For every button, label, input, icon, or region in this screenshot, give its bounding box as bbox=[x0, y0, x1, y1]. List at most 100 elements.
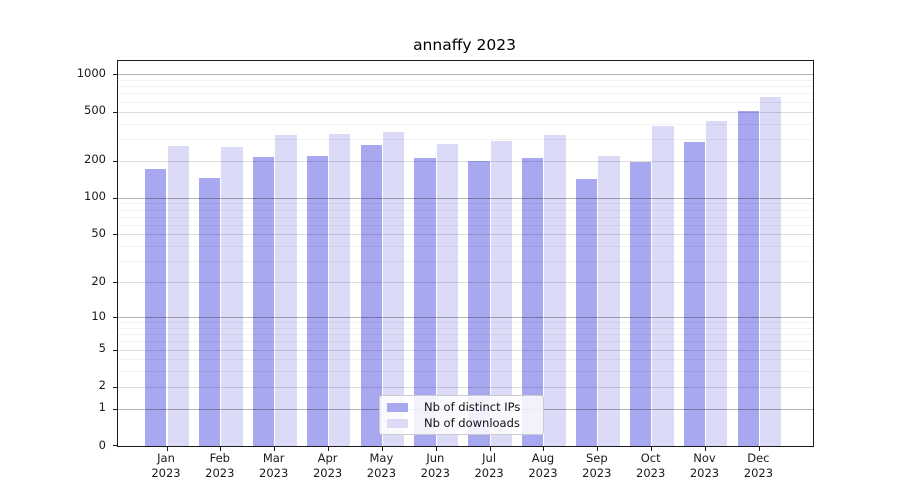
x-tick-label-aug-2023: Aug 2023 bbox=[513, 451, 573, 481]
y-tick-mark-1 bbox=[113, 408, 117, 410]
bar-nb-of-distinct-ips-may-2023 bbox=[360, 145, 382, 446]
x-tick-year: 2023 bbox=[420, 466, 450, 480]
legend-label-distinct-ips: Nb of distinct IPs bbox=[424, 400, 521, 414]
bar-nb-of-downloads-jun-2023 bbox=[436, 144, 459, 446]
x-tick-year: 2023 bbox=[528, 466, 558, 480]
x-tick-label-may-2023: May 2023 bbox=[351, 451, 411, 481]
x-tick-mark-apr bbox=[328, 447, 330, 451]
x-tick-year: 2023 bbox=[366, 466, 397, 480]
x-tick-mark-nov bbox=[705, 447, 706, 451]
x-tick-year: 2023 bbox=[474, 466, 504, 480]
x-tick-year: 2023 bbox=[743, 466, 774, 480]
x-tick-mark-dec bbox=[758, 447, 760, 451]
bar-nb-of-downloads-jul-2023 bbox=[490, 141, 512, 446]
bar-nb-of-distinct-ips-mar-2023 bbox=[252, 156, 275, 446]
y-tick-mark-2 bbox=[113, 386, 117, 388]
x-tick-month: Jun bbox=[426, 451, 445, 465]
x-tick-label-nov-2023: Nov 2023 bbox=[675, 451, 735, 481]
bars-layer bbox=[118, 61, 813, 446]
y-tick-label-10: 10 bbox=[91, 308, 106, 323]
y-tick-label-200: 200 bbox=[84, 152, 106, 167]
y-tick-label-500: 500 bbox=[84, 103, 106, 117]
x-tick-month: Apr bbox=[317, 451, 338, 465]
x-tick-label-feb-2023: Feb 2023 bbox=[190, 451, 250, 481]
legend-item-distinct-ips: Nb of distinct IPs bbox=[387, 400, 537, 414]
x-tick-mark-jul bbox=[489, 447, 491, 451]
bar-nb-of-downloads-sep-2023 bbox=[598, 156, 620, 446]
y-tick-label-50: 50 bbox=[91, 225, 106, 240]
y-tick-label-20: 20 bbox=[91, 273, 106, 288]
y-tick-label-0: 0 bbox=[98, 437, 106, 452]
bar-nb-of-distinct-ips-jun-2023 bbox=[414, 158, 436, 446]
y-tick-mark-0 bbox=[113, 445, 117, 446]
y-tick-label-100: 100 bbox=[84, 189, 106, 204]
bar-nb-of-distinct-ips-oct-2023 bbox=[629, 162, 652, 446]
y-tick-mark-20 bbox=[113, 282, 117, 284]
bar-nb-of-downloads-jan-2023 bbox=[167, 145, 189, 446]
x-tick-mark-feb bbox=[220, 447, 222, 451]
bar-nb-of-downloads-aug-2023 bbox=[544, 134, 566, 446]
x-tick-label-jul-2023: Jul 2023 bbox=[459, 451, 519, 481]
x-tick-year: 2023 bbox=[205, 466, 235, 480]
bar-nb-of-downloads-mar-2023 bbox=[275, 135, 297, 446]
bar-nb-of-distinct-ips-aug-2023 bbox=[522, 157, 544, 446]
chart-title: annaffy 2023 bbox=[413, 36, 516, 54]
x-tick-mark-oct bbox=[651, 447, 653, 451]
x-tick-month: Oct bbox=[640, 451, 661, 465]
bar-nb-of-distinct-ips-jan-2023 bbox=[145, 169, 167, 446]
x-tick-month: Aug bbox=[531, 451, 555, 465]
legend-label-downloads: Nb of downloads bbox=[424, 416, 520, 430]
bar-nb-of-distinct-ips-nov-2023 bbox=[683, 142, 705, 446]
x-tick-label-apr-2023: Apr 2023 bbox=[298, 451, 358, 481]
x-tick-month: Dec bbox=[747, 451, 770, 465]
x-tick-month: Nov bbox=[693, 451, 716, 465]
x-tick-month: Feb bbox=[209, 451, 230, 465]
x-tick-month: Jul bbox=[482, 451, 497, 465]
bar-nb-of-downloads-apr-2023 bbox=[329, 134, 351, 446]
y-tick-label-1000: 1000 bbox=[76, 65, 106, 80]
x-tick-month: May bbox=[369, 451, 394, 465]
y-tick-mark-100 bbox=[113, 197, 117, 199]
y-tick-mark-500 bbox=[113, 111, 117, 113]
y-tick-label-5: 5 bbox=[98, 341, 106, 356]
x-tick-month: Sep bbox=[585, 451, 608, 465]
x-tick-mark-jan bbox=[166, 447, 168, 451]
x-tick-year: 2023 bbox=[312, 466, 343, 480]
bar-nb-of-distinct-ips-dec-2023 bbox=[737, 111, 759, 446]
axis-ticks-layer bbox=[113, 61, 813, 451]
bar-nb-of-distinct-ips-sep-2023 bbox=[575, 179, 598, 446]
x-tick-year: 2023 bbox=[582, 466, 612, 480]
y-tick-label-1: 1 bbox=[98, 400, 106, 415]
x-tick-label-dec-2023: Dec 2023 bbox=[728, 451, 788, 481]
bar-nb-of-downloads-dec-2023 bbox=[759, 96, 782, 446]
y-tick-label-2: 2 bbox=[98, 378, 106, 393]
x-tick-label-oct-2023: Oct 2023 bbox=[621, 451, 681, 481]
legend-swatch-distinct-ips bbox=[387, 402, 408, 412]
bar-nb-of-downloads-feb-2023 bbox=[221, 147, 243, 446]
x-tick-month: Mar bbox=[262, 451, 285, 465]
x-tick-year: 2023 bbox=[636, 466, 666, 480]
bar-nb-of-distinct-ips-feb-2023 bbox=[198, 177, 221, 446]
legend: Nb of distinct IPs Nb of downloads bbox=[379, 395, 544, 435]
legend-item-downloads: Nb of downloads bbox=[387, 416, 537, 430]
x-tick-label-jun-2023: Jun 2023 bbox=[405, 451, 465, 481]
x-tick-year: 2023 bbox=[689, 466, 720, 480]
y-tick-mark-50 bbox=[113, 234, 117, 236]
y-tick-mark-200 bbox=[113, 160, 117, 162]
x-tick-mark-aug bbox=[543, 447, 545, 451]
x-tick-mark-jun bbox=[435, 447, 437, 451]
x-tick-year: 2023 bbox=[259, 466, 289, 480]
x-tick-label-sep-2023: Sep 2023 bbox=[567, 451, 627, 481]
plot-area: Nb of distinct IPs Nb of downloads bbox=[113, 60, 814, 451]
legend-swatch-downloads bbox=[387, 418, 408, 428]
y-tick-mark-10 bbox=[113, 317, 117, 318]
y-tick-mark-1000 bbox=[113, 74, 117, 76]
x-tick-mark-may bbox=[381, 447, 383, 451]
y-tick-mark-5 bbox=[113, 349, 117, 351]
x-tick-label-mar-2023: Mar 2023 bbox=[244, 451, 304, 481]
bar-nb-of-downloads-oct-2023 bbox=[652, 126, 674, 446]
bar-nb-of-distinct-ips-apr-2023 bbox=[306, 155, 329, 446]
x-tick-month: Jan bbox=[157, 451, 175, 465]
bar-nb-of-distinct-ips-jul-2023 bbox=[468, 160, 490, 446]
